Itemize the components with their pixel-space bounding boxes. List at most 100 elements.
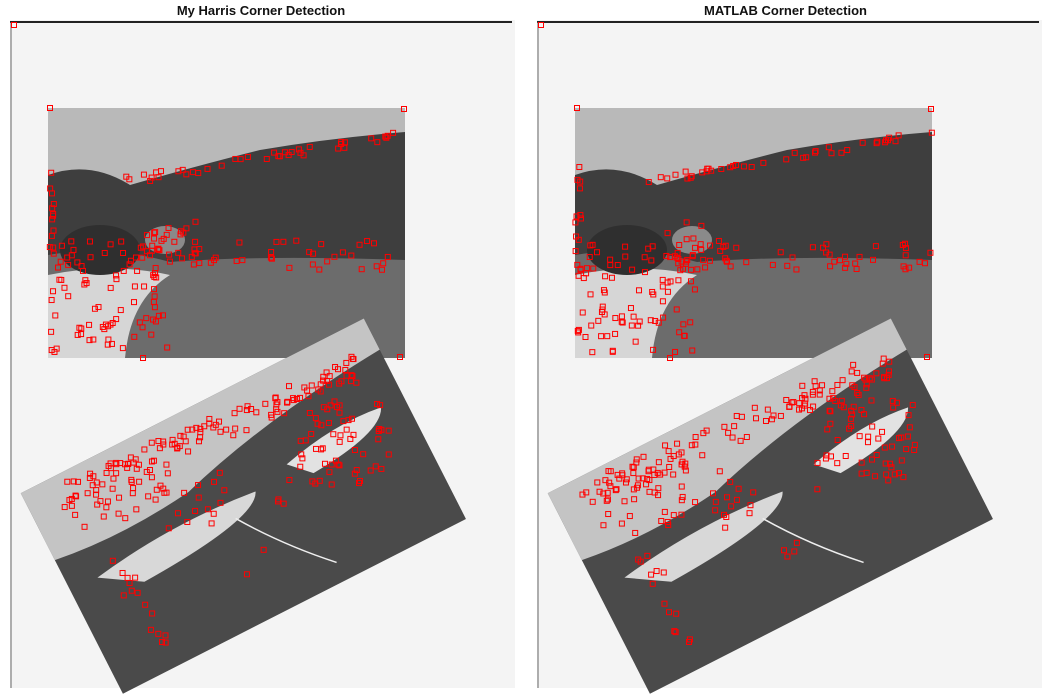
corner-marker [629, 463, 636, 470]
corner-marker [155, 174, 162, 181]
corner-marker [600, 522, 607, 529]
corner-marker [151, 229, 158, 236]
corner-marker [119, 345, 126, 352]
corner-marker [94, 501, 101, 508]
corner-marker [589, 241, 596, 248]
corner-marker [905, 412, 912, 419]
corner-marker [671, 628, 678, 635]
corner-marker [706, 257, 713, 264]
corner-marker [164, 344, 171, 351]
corner-marker [689, 347, 696, 354]
corner-marker [927, 249, 934, 256]
corner-marker [239, 257, 246, 264]
corner-marker [922, 260, 929, 267]
corner-marker [285, 383, 292, 390]
corner-marker [107, 460, 114, 467]
corner-marker [682, 467, 689, 474]
corner-marker [152, 496, 159, 503]
corner-marker [673, 610, 680, 617]
corner-marker [842, 264, 849, 271]
corner-marker [780, 547, 787, 554]
corner-marker [900, 474, 907, 481]
corner-marker [702, 264, 709, 271]
corner-marker [661, 508, 668, 515]
corner-marker [854, 369, 861, 376]
corner-marker [73, 493, 80, 500]
corner-marker [604, 333, 611, 340]
corner-marker [648, 571, 655, 578]
corner-marker [72, 511, 79, 518]
corner-marker [120, 267, 127, 274]
corner-marker [243, 427, 250, 434]
corner-marker [874, 138, 881, 145]
corner-marker [861, 374, 868, 381]
corner-marker [125, 460, 132, 467]
corner-marker [572, 248, 579, 255]
corner-marker [128, 587, 135, 594]
corner-marker [683, 219, 690, 226]
corner-marker [622, 253, 629, 260]
corner-marker [618, 318, 625, 325]
corner-marker [710, 490, 717, 497]
corner-marker [101, 250, 108, 257]
corner-marker [159, 639, 165, 645]
corner-marker [621, 498, 628, 505]
mooring-rope [235, 517, 337, 564]
corner-marker [690, 235, 697, 242]
corner-marker [641, 269, 648, 276]
corner-marker [325, 381, 332, 388]
corner-marker [108, 340, 115, 347]
corner-marker [113, 272, 120, 279]
corner-marker [648, 257, 655, 264]
corner-marker [46, 244, 53, 251]
corner-marker [667, 355, 673, 361]
corner-marker [893, 399, 900, 406]
corner-marker [579, 491, 586, 498]
corner-marker [747, 502, 754, 509]
corner-marker [892, 138, 899, 145]
right-scene [537, 20, 1042, 694]
corner-marker [86, 474, 93, 481]
corner-marker [574, 261, 581, 268]
corner-marker [147, 626, 154, 633]
corner-marker [664, 175, 671, 182]
corner-marker [675, 260, 682, 267]
corner-marker [192, 218, 199, 225]
corner-marker [679, 493, 686, 500]
corner-marker [188, 253, 195, 260]
corner-marker [849, 411, 856, 418]
corner-marker [671, 253, 678, 260]
corner-marker [385, 427, 392, 434]
corner-marker [760, 159, 767, 166]
corner-marker [117, 307, 124, 314]
corner-marker [102, 321, 109, 328]
corner-marker [328, 481, 335, 488]
corner-marker [99, 481, 106, 488]
corner-marker [166, 258, 173, 265]
corner-marker [873, 140, 880, 147]
corner-marker [664, 288, 671, 295]
corner-marker [733, 244, 740, 251]
corner-marker [384, 253, 391, 260]
corner-marker [686, 639, 692, 645]
corner-marker [906, 264, 913, 271]
corner-marker [378, 465, 385, 472]
corner-marker [293, 237, 300, 244]
corner-marker [120, 592, 127, 599]
corner-marker [645, 466, 652, 473]
corner-marker [895, 470, 902, 477]
corner-marker [600, 287, 607, 294]
corner-marker [636, 318, 643, 325]
corner-marker [614, 471, 621, 478]
corner-markers [11, 22, 407, 646]
corner-marker [608, 274, 615, 281]
corner-marker [784, 262, 791, 269]
corner-marker [712, 498, 719, 505]
corner-marker [286, 477, 293, 484]
corner-marker [93, 479, 100, 486]
corner-marker [160, 441, 167, 448]
corner-marker [309, 261, 316, 268]
corner-marker [132, 574, 139, 581]
corner-marker [48, 347, 55, 354]
corner-marker [163, 231, 170, 238]
